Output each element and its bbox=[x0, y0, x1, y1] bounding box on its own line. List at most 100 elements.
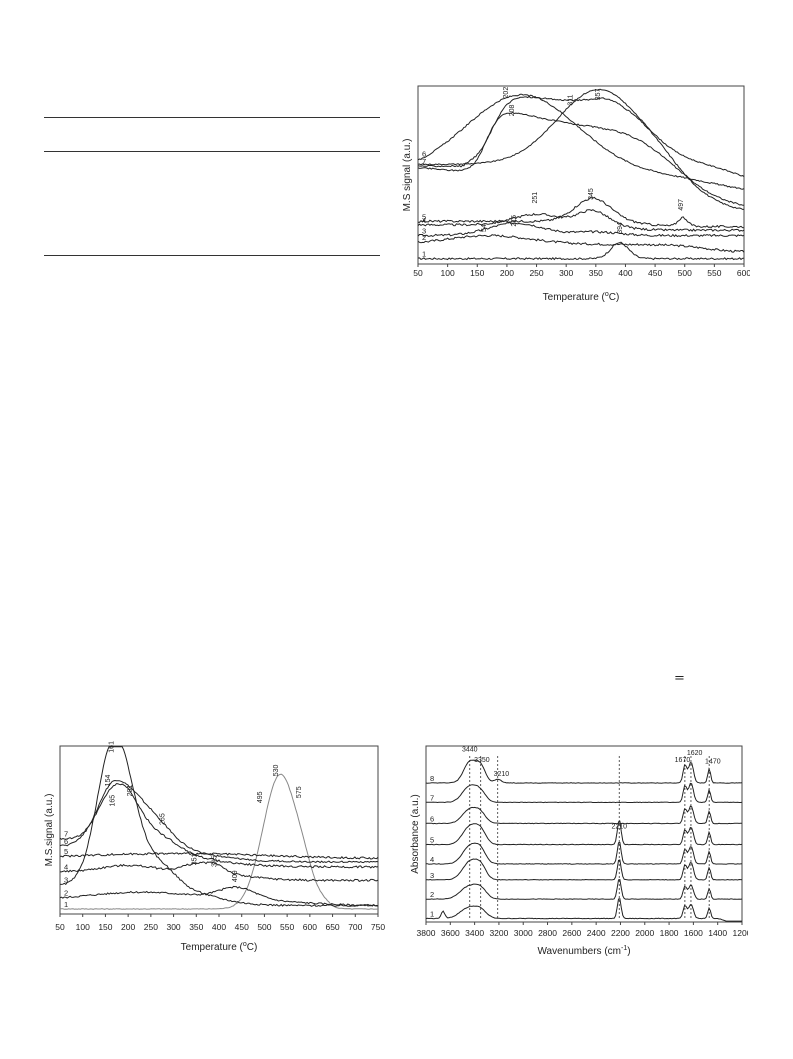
peak-label: 394 bbox=[617, 222, 624, 234]
series-line bbox=[417, 241, 745, 261]
series-line bbox=[417, 95, 744, 210]
series-line bbox=[59, 885, 379, 907]
chart-tpd-b-svg: 50 100 150 200 250 300 350 400 450 500 550 600 650 70… bbox=[44, 741, 385, 953]
series-line bbox=[425, 782, 743, 804]
x-tick-label: 400 bbox=[212, 922, 226, 932]
x-tick-label: 650 bbox=[325, 922, 339, 932]
peak-label: 497 bbox=[678, 199, 685, 211]
trace-number-label: 1 bbox=[64, 900, 68, 909]
series-line bbox=[426, 879, 743, 900]
peak-label: 265 bbox=[159, 813, 166, 825]
x-axis-label-superscript: o bbox=[243, 941, 247, 948]
series-line bbox=[59, 783, 379, 869]
trace-number-label: 6 bbox=[64, 837, 68, 846]
trace-number-label: 8 bbox=[430, 774, 434, 783]
series-line bbox=[425, 898, 742, 922]
peak-label: 530 bbox=[273, 764, 280, 776]
chart-tpd-b: 50 100 150 200 250 300 350 400 450 500 550 600 650 70… bbox=[30, 740, 385, 958]
x-axis-label-unit: C) bbox=[247, 942, 258, 953]
x-axis-label-unit: C) bbox=[609, 292, 620, 303]
x-tick-label: 3200 bbox=[489, 928, 508, 938]
peak-label: 201 bbox=[127, 785, 134, 797]
peak-label: 1620 bbox=[687, 750, 703, 757]
x-tick-label: 550 bbox=[280, 922, 294, 932]
table-top-rule bbox=[44, 117, 380, 118]
peak-label: 311 bbox=[568, 94, 575, 105]
x-tick-label: 3000 bbox=[514, 928, 533, 938]
x-axis-label: Temperature (oC) bbox=[181, 941, 258, 953]
table-bottom-rule bbox=[44, 255, 380, 256]
x-tick-label: 3800 bbox=[417, 928, 436, 938]
series-line bbox=[417, 234, 745, 253]
trace-number-label: 4 bbox=[430, 855, 434, 864]
trace-number-label: 3 bbox=[422, 226, 426, 235]
x-tick-label: 350 bbox=[589, 268, 603, 278]
trace-number-label: 5 bbox=[64, 847, 68, 856]
trace-number-label: 2 bbox=[430, 890, 434, 899]
plot-frame bbox=[59, 745, 379, 915]
x-tick-label: 100 bbox=[76, 922, 90, 932]
chart-tpd-a: 50 100 150 200 250 300 350 400 450 500 550 600 Tempe… bbox=[400, 78, 750, 310]
x-tick-label: 3600 bbox=[441, 928, 460, 938]
series-line bbox=[59, 746, 379, 907]
series-line bbox=[59, 773, 379, 910]
x-tick-label: 300 bbox=[559, 268, 573, 278]
peak-label: 54 bbox=[481, 224, 488, 232]
x-tick-label: 50 bbox=[55, 922, 65, 932]
x-axis-label-superscript: o bbox=[605, 291, 609, 298]
x-tick-label: 50 bbox=[413, 268, 423, 278]
x-tick-label: 250 bbox=[529, 268, 543, 278]
peak-label: 357 bbox=[595, 88, 602, 100]
trace-number-label: 5 bbox=[422, 212, 426, 221]
peak-label: 395 bbox=[212, 855, 219, 867]
x-axis-label: Temperature (oC) bbox=[543, 291, 620, 303]
series-line bbox=[417, 88, 745, 178]
trace-number-label: 1 bbox=[430, 909, 434, 918]
trace-number-label: 2 bbox=[64, 889, 68, 898]
x-tick-label: 300 bbox=[166, 922, 180, 932]
x-tick-label: 2400 bbox=[587, 928, 606, 938]
peak-label: 208 bbox=[509, 104, 516, 116]
x-tick-label: 2200 bbox=[611, 928, 630, 938]
series-line bbox=[59, 779, 379, 864]
x-tick-label: 500 bbox=[257, 922, 271, 932]
trace-number-label: 4 bbox=[64, 863, 68, 872]
series-line bbox=[425, 805, 742, 825]
peak-label: 251 bbox=[532, 192, 539, 204]
trace-number-label: 4 bbox=[422, 216, 426, 225]
chart-tpd-a-svg: 50 100 150 200 250 300 350 400 450 500 550 600 Tempe… bbox=[402, 85, 750, 303]
chart-ir: 3800 3600 3400 3200 3000 2800 2600 2400 2200 2000… bbox=[398, 740, 748, 960]
trace-number-label: 7 bbox=[422, 157, 426, 166]
peak-label: 409 bbox=[232, 870, 239, 882]
y-axis-label: M.S signal (a.u.) bbox=[402, 139, 413, 212]
x-axis-label-unit: ) bbox=[627, 946, 630, 957]
trace-number-label: 6 bbox=[422, 150, 426, 159]
x-tick-label: 600 bbox=[737, 268, 750, 278]
plot-frame bbox=[417, 85, 745, 265]
series-line bbox=[417, 111, 745, 206]
x-tick-label: 2800 bbox=[538, 928, 557, 938]
peak-label: 165 bbox=[110, 795, 117, 807]
x-tick-label: 500 bbox=[678, 268, 692, 278]
trace-number-label: 5 bbox=[430, 836, 434, 845]
x-axis-label-superscript: -1 bbox=[621, 945, 627, 952]
x-tick-label: 200 bbox=[121, 922, 135, 932]
series-line bbox=[60, 861, 379, 882]
peak-label: 215 bbox=[511, 215, 518, 227]
trace-number-label: 3 bbox=[64, 875, 68, 884]
y-axis-label: M.S.signal (a.u.) bbox=[44, 794, 55, 867]
table-header-rule bbox=[44, 151, 380, 152]
series-line bbox=[425, 759, 743, 784]
series-line bbox=[425, 820, 743, 846]
x-tick-label: 600 bbox=[303, 922, 317, 932]
plot-frame bbox=[425, 745, 743, 923]
x-tick-label: 150 bbox=[470, 268, 484, 278]
series-line bbox=[425, 841, 743, 865]
y-axis-label: Absorbance (a.u.) bbox=[410, 794, 421, 874]
x-tick-label: 450 bbox=[648, 268, 662, 278]
peak-label: 2210 bbox=[611, 824, 627, 831]
x-tick-label: 1200 bbox=[733, 928, 748, 938]
series-line bbox=[417, 196, 745, 229]
peak-label: 3440 bbox=[462, 746, 478, 753]
x-tick-label: 3400 bbox=[465, 928, 484, 938]
